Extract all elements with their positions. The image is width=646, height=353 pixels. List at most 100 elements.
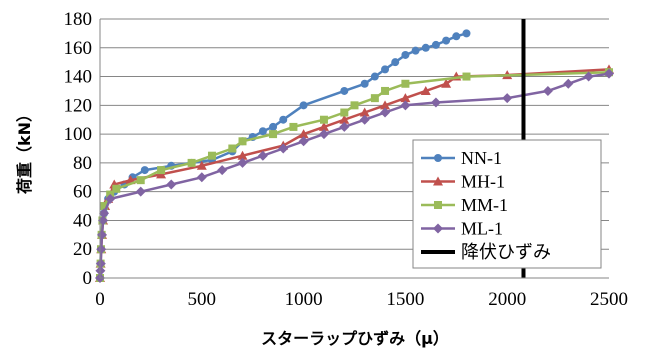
legend-label: MM-1 [461, 195, 508, 215]
series-0-point [258, 127, 267, 136]
series-3-point [400, 100, 411, 111]
series-3-point [563, 78, 574, 89]
legend-item: MH-1 [421, 172, 505, 192]
series-2-point [350, 101, 359, 110]
series-0-point [452, 32, 461, 41]
legend-item: ML-1 [421, 219, 503, 239]
y-tick-label: 180 [64, 9, 93, 30]
x-tick-label: 1500 [386, 289, 424, 310]
legend-label: 降伏ひずみ [461, 242, 551, 262]
legend-marker [434, 154, 442, 162]
series-0-point [442, 36, 451, 45]
series-0-point [340, 86, 349, 95]
series-1-point [298, 129, 309, 139]
legend-label: MH-1 [461, 172, 505, 192]
series-0-point [462, 29, 471, 38]
series-3-point [217, 165, 228, 176]
legend-item: NN-1 [421, 148, 502, 168]
series-2-point [370, 94, 379, 103]
series-3-point [604, 68, 614, 79]
x-tick-label: 2500 [590, 289, 628, 310]
series-1-point [420, 85, 431, 95]
series-3-point [96, 244, 107, 255]
y-tick-label: 100 [64, 124, 93, 145]
series-0-point [279, 115, 288, 124]
series-0-point [299, 101, 308, 110]
series-3-point [278, 143, 289, 154]
series-1-point [318, 121, 329, 131]
series-2-point [289, 122, 298, 131]
series-2-point [207, 151, 216, 160]
legend-marker [434, 201, 442, 209]
legend-item: 降伏ひずみ [421, 242, 551, 262]
series-3-point [257, 150, 268, 161]
series-2-point [319, 115, 328, 124]
x-tick-label: 2000 [488, 289, 526, 310]
y-axis-title: 荷重（kN） [15, 106, 34, 194]
y-tick-label: 160 [64, 38, 93, 59]
series-1-point [359, 107, 370, 117]
legend-box [412, 139, 602, 269]
series-3-point [542, 85, 553, 96]
series-1-point [380, 100, 391, 110]
legend-marker [433, 223, 443, 234]
series-1-point [400, 93, 411, 103]
series-2-point [238, 137, 247, 146]
y-tick-label: 20 [73, 239, 92, 260]
series-0-point [401, 50, 410, 59]
legend-item: MM-1 [421, 195, 508, 215]
legend-marker [433, 176, 443, 186]
series-3-point [298, 136, 309, 147]
series-3-point [318, 129, 329, 140]
series-0-point [370, 72, 379, 81]
series-2-point [112, 184, 121, 193]
x-tick-label: 500 [188, 289, 217, 310]
series-1-point [237, 150, 248, 160]
series-3-point [95, 258, 106, 269]
series-0-point [421, 43, 430, 52]
series-2-point [381, 86, 390, 95]
series-3 [95, 68, 614, 283]
series-2-point [157, 166, 166, 175]
series-3-point [99, 208, 110, 219]
x-tick-label: 0 [95, 289, 105, 310]
y-tick-label: 40 [73, 210, 92, 231]
series-3-point [502, 93, 513, 104]
series-3-point [196, 172, 207, 183]
series-3-point [135, 186, 146, 197]
series-2-point [269, 130, 278, 139]
series-0-point [391, 58, 400, 67]
series-0-point [381, 65, 390, 74]
x-axis-title: スターラップひずみ（μ） [261, 329, 449, 348]
y-tick-label: 140 [64, 67, 93, 88]
series-2-point [340, 108, 349, 117]
series-2-point [100, 202, 109, 211]
series-2-point [136, 176, 145, 185]
series-3-point [105, 193, 116, 204]
series-0-point [269, 122, 278, 131]
series-3-point [237, 157, 248, 168]
x-tick-label: 1000 [285, 289, 323, 310]
series-2-point [228, 144, 237, 153]
series-2-point [401, 79, 410, 88]
legend-label: NN-1 [461, 148, 502, 168]
series-0-point [431, 40, 440, 49]
series-0-point [360, 79, 369, 88]
series-3-point [359, 114, 370, 125]
series-0-line [98, 32, 467, 279]
series-3-point [339, 121, 350, 132]
y-tick-label: 120 [64, 95, 93, 116]
series-3-point [166, 179, 177, 190]
series-3-point [380, 107, 391, 118]
series-3-point [98, 215, 109, 226]
series-2-point [187, 158, 196, 167]
axes: 0 20 40 60 80 100 120 140 160 180 0 500 1000 1500 2000… [64, 9, 629, 310]
series-0-point [411, 46, 420, 55]
series-0-point [140, 166, 149, 175]
series-3-point [430, 97, 441, 108]
y-tick-label: 80 [73, 153, 92, 174]
series-layer [95, 19, 614, 283]
series-3-point [583, 71, 594, 82]
